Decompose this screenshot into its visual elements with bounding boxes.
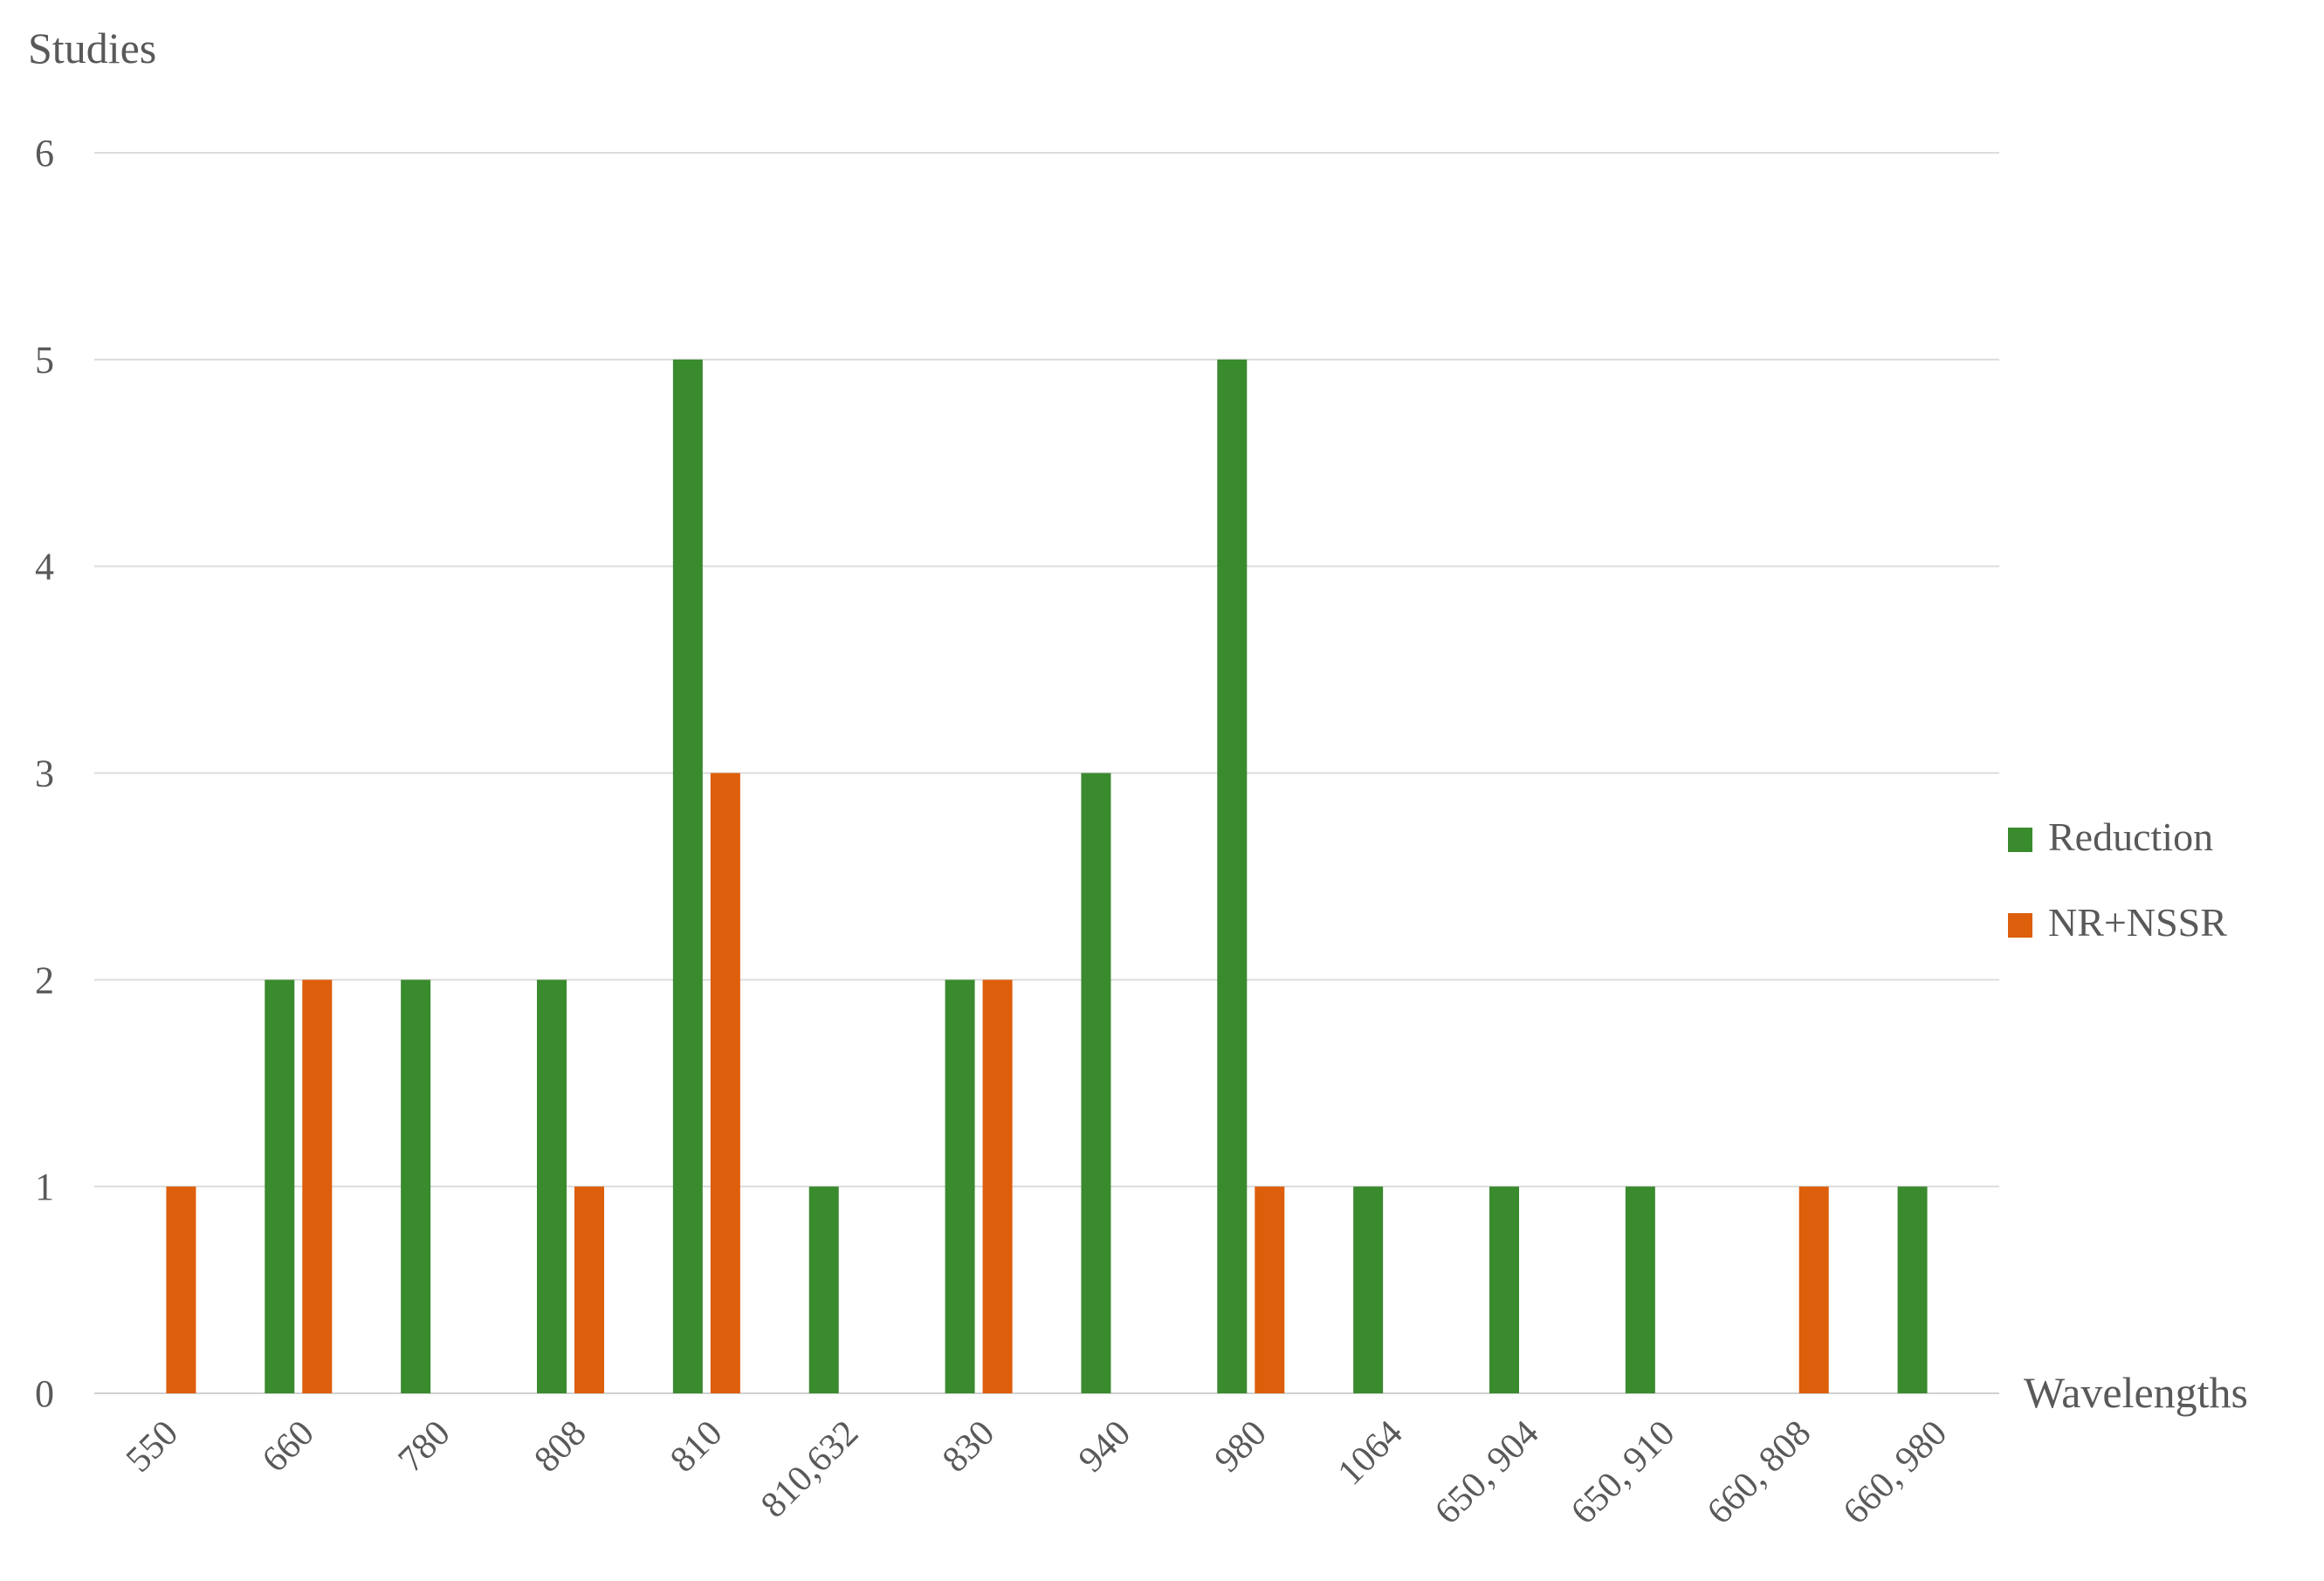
y-tick-label: 5 <box>35 339 54 382</box>
bar-nr-nssr-810 <box>710 773 740 1393</box>
legend-label: NR+NSSR <box>2048 900 2227 945</box>
bar-nr-nssr-980 <box>1255 1186 1285 1393</box>
x-tick-label: 980 <box>1207 1413 1275 1481</box>
bar-nr-nssr-550 <box>166 1186 196 1393</box>
bar-nr-nssr-660 <box>302 980 333 1393</box>
bar-reduction-940 <box>1081 773 1111 1393</box>
x-tick-label: 650, 910 <box>1564 1413 1682 1532</box>
y-tick-labels: 0 1 2 3 4 5 6 <box>35 132 54 1415</box>
y-tick-label: 2 <box>35 959 54 1001</box>
y-tick-label: 1 <box>35 1165 54 1208</box>
bar-reduction-780 <box>401 980 431 1393</box>
y-tick-label: 0 <box>35 1372 54 1415</box>
legend-swatch <box>2008 913 2032 938</box>
legend-swatch <box>2008 828 2032 852</box>
bar-reduction-810-632 <box>808 1186 839 1393</box>
x-tick-label: 830 <box>935 1413 1002 1481</box>
x-tick-label: 660, 980 <box>1836 1413 1955 1532</box>
bar-reduction-650-910 <box>1625 1186 1655 1393</box>
gridlines <box>94 152 1999 1394</box>
y-tick-label: 4 <box>35 546 54 588</box>
bar-reduction-810 <box>672 359 703 1393</box>
legend-label: Reduction <box>2048 815 2213 859</box>
bar-reduction-650-904 <box>1489 1186 1519 1393</box>
y-tick-label: 6 <box>35 132 54 175</box>
bar-reduction-1064 <box>1353 1186 1384 1393</box>
bar-reduction-660 <box>265 980 295 1393</box>
x-tick-label: 780 <box>391 1413 458 1481</box>
x-axis-title: Wavelengths <box>2024 1368 2248 1417</box>
bar-reduction-830 <box>945 980 975 1393</box>
bar-reduction-660-980 <box>1897 1186 1928 1393</box>
legend: Reduction NR+NSSR <box>2008 815 2227 945</box>
x-tick-labels: 550 660 780 808 810 810,632 830 940 980 1064 650, … <box>119 1413 1955 1532</box>
x-tick-label: 650, 904 <box>1427 1413 1546 1532</box>
bars <box>166 359 1928 1393</box>
x-tick-label: 940 <box>1071 1413 1138 1481</box>
x-tick-label: 1064 <box>1330 1413 1411 1494</box>
bar-nr-nssr-660-808 <box>1798 1186 1829 1393</box>
x-tick-label: 660, 808 <box>1700 1413 1819 1532</box>
bar-reduction-980 <box>1217 359 1248 1393</box>
x-tick-label: 810,632 <box>753 1413 866 1526</box>
x-tick-label: 808 <box>526 1413 594 1481</box>
bar-nr-nssr-808 <box>574 1186 604 1393</box>
bar-reduction-808 <box>537 980 567 1393</box>
y-tick-label: 3 <box>35 753 54 795</box>
bar-nr-nssr-830 <box>982 980 1013 1393</box>
x-tick-label: 660 <box>255 1413 322 1481</box>
x-tick-label: 550 <box>119 1413 186 1481</box>
x-tick-label: 810 <box>663 1413 730 1481</box>
y-axis-title: Studies <box>28 24 156 72</box>
